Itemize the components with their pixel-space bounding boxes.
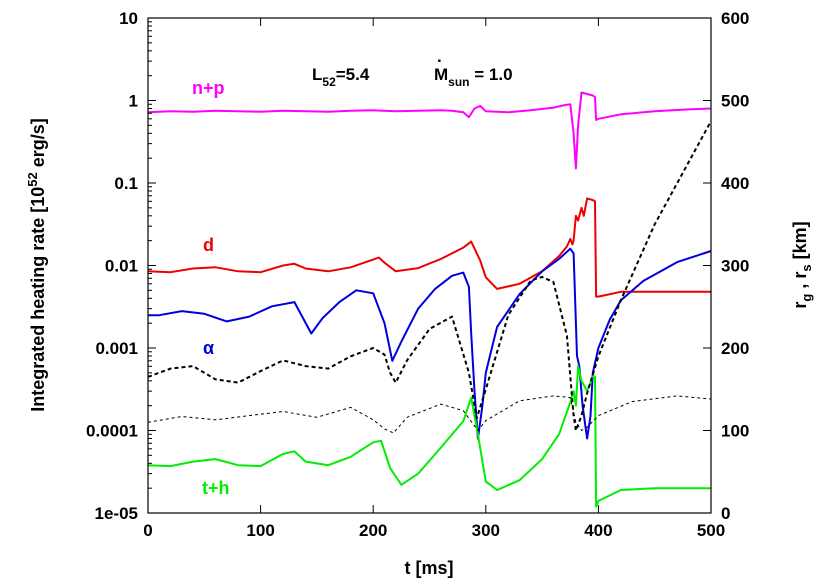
y-left-tick-label: 0.0001 xyxy=(86,422,138,441)
y-right-tick-label: 600 xyxy=(721,9,749,28)
y-right-tick-label: 300 xyxy=(721,257,749,276)
mass-accretion-annotation: Msun = 1.0 xyxy=(434,65,513,89)
luminosity-annotation: L52=5.4 xyxy=(312,65,370,89)
x-tick-label: 100 xyxy=(246,521,274,540)
y-right-tick-label: 0 xyxy=(721,504,730,523)
series-label-n+p: n+p xyxy=(192,78,225,98)
series-label-t+h: t+h xyxy=(202,478,230,498)
y-axis-left-label: Integrated heating rate [1052 erg/s] xyxy=(25,118,48,412)
y-left-tick-label: 0.001 xyxy=(95,339,138,358)
series-line-radius-5 xyxy=(147,395,712,434)
series-layer xyxy=(147,91,712,508)
y-left-tick-label: 1 xyxy=(129,92,138,111)
series-label-d: d xyxy=(203,235,214,255)
series-line-α xyxy=(148,247,712,440)
x-axis-label: t [ms] xyxy=(405,558,454,578)
series-line-d xyxy=(147,197,711,298)
x-tick-label: 500 xyxy=(697,521,725,540)
series-label-alpha: α xyxy=(203,338,214,358)
y-left-tick-label: 1e-05 xyxy=(95,504,138,523)
ticks-layer: 0 100 200 300 400 5001e-050.00010.0010.010.11… xyxy=(86,9,749,540)
x-tick-label: 300 xyxy=(472,521,500,540)
series-line-radius-4 xyxy=(147,120,712,432)
series-line-n+p xyxy=(147,91,712,170)
y-left-tick-label: 0.1 xyxy=(114,174,138,193)
parameter-annotation: L52=5.4 Msun = 1.0 . xyxy=(312,47,513,89)
x-tick-label: 200 xyxy=(359,521,387,540)
mass-accretion-dot: . xyxy=(437,47,442,66)
y-right-tick-label: 200 xyxy=(721,339,749,358)
y-left-tick-label: 0.01 xyxy=(105,257,138,276)
y-right-tick-label: 500 xyxy=(721,92,749,111)
x-tick-label: 400 xyxy=(584,521,612,540)
x-tick-label: 0 xyxy=(143,521,152,540)
y-left-tick-label: 10 xyxy=(119,9,138,28)
y-right-tick-label: 400 xyxy=(721,174,749,193)
y-right-tick-label: 100 xyxy=(721,422,749,441)
